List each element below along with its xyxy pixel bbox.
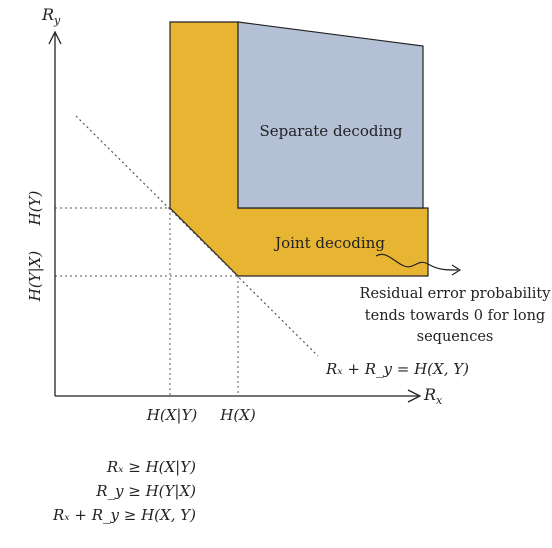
x-tick-h-x: H(X) — [219, 406, 256, 424]
squiggle-arrowhead — [451, 264, 462, 276]
annotation-line-1: Residual error probability — [360, 286, 552, 302]
sum-rate-label: Rₓ + R_y = H(X, Y) — [325, 360, 469, 378]
y-tick-h-y: H(Y) — [26, 191, 44, 227]
annotation-line-3: sequences — [417, 329, 494, 345]
inequality-sum: Rₓ + R_y ≥ H(X, Y) — [53, 506, 196, 524]
inequality-rx: Rₓ ≥ H(X|Y) — [106, 458, 196, 476]
x-axis-arrowhead — [407, 389, 422, 403]
y-axis-arrowhead — [48, 30, 62, 45]
sum-rate-line — [75, 115, 319, 357]
annotation-squiggle-arrow — [375, 253, 459, 271]
joint-decoding-label: Joint decoding — [273, 234, 385, 252]
separate-decoding-label: Separate decoding — [259, 122, 402, 140]
inequality-ry: R_y ≥ H(Y|X) — [96, 482, 196, 500]
x-axis-label: Rx — [423, 385, 443, 407]
separate-decoding-region — [237, 21, 424, 209]
y-axis-label: Ry — [41, 5, 61, 27]
y-tick-h-y-given-x: H(Y|X) — [26, 251, 44, 303]
annotation-line-2: tends towards 0 for long — [365, 308, 545, 324]
x-tick-h-x-given-y: H(X|Y) — [146, 406, 198, 424]
